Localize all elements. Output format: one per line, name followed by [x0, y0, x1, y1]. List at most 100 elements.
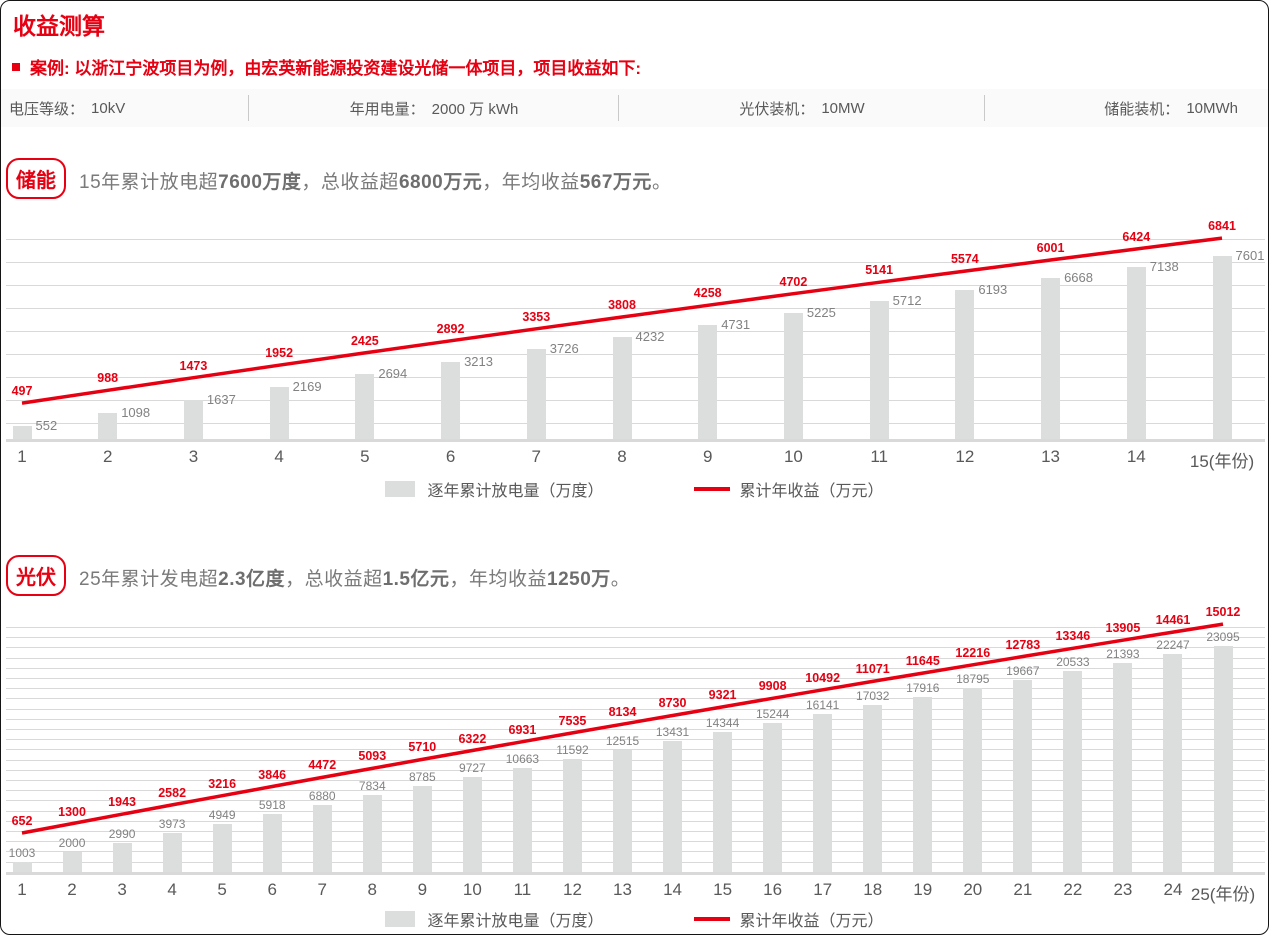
x-axis-label: 22 [1063, 880, 1083, 899]
bar [955, 289, 975, 439]
bar [441, 361, 461, 439]
bullet-square-icon [12, 62, 20, 71]
page-title: 收益测算 [13, 13, 105, 39]
bar [412, 786, 432, 872]
x-axis-label: 12 [562, 880, 582, 899]
bar [612, 337, 632, 439]
gridline [6, 851, 1265, 853]
x-axis-label: 10 [783, 447, 803, 466]
info-value: 10MWh [1186, 99, 1238, 117]
x-axis-label: 2 [102, 447, 113, 466]
x-axis-label: 1 [17, 447, 27, 466]
gridline [6, 239, 1265, 240]
x-axis-label: 7 [317, 880, 327, 899]
line-value-label: 5141 [865, 263, 894, 278]
bar [269, 386, 289, 439]
legend-item-line: 累计年收益（万元） [693, 477, 884, 501]
bar [663, 740, 683, 872]
bar [1041, 278, 1061, 439]
bar-value-label: 2169 [292, 378, 322, 394]
x-axis-label: 18 [863, 880, 883, 899]
summary-segment: ，年均收益 [449, 569, 548, 590]
info-value: 2000 万 kWh [431, 100, 519, 118]
x-axis-baseline [6, 872, 1265, 875]
bar-value-label: 2694 [378, 366, 408, 382]
x-axis-label: 14 [663, 880, 682, 899]
bar-value-label: 5712 [892, 293, 922, 309]
summary-segment: 25年累计发电超 [79, 569, 219, 590]
info-value: 10MW [821, 99, 865, 117]
bar [312, 804, 332, 872]
info-pv-capacity: 光伏装机： 10MW [619, 89, 985, 127]
bar-value-label: 5225 [806, 305, 836, 321]
line-value-label: 1473 [179, 358, 208, 373]
x-axis-label: 3 [117, 880, 127, 899]
legend-item-bars: 逐年累计放电量（万度） [385, 907, 604, 931]
summary-segment: 。 [610, 569, 631, 590]
pv-chart: 1003 1 652 2000 2 1300 2990 3 1943 3973 4 2582 4949 5… [1, 601, 1268, 904]
x-axis-label: 7 [531, 447, 542, 466]
bar [362, 795, 382, 872]
storage-summary-text: 15年累计放电超7600万度，总收益超6800万元，年均收益567万元。 [79, 167, 671, 194]
x-axis-label: 11 [870, 447, 888, 466]
storage-chart: 552 1 497 1098 2 988 1637 3 1473 2169 4 1952 2694 5 24… [1, 213, 1268, 475]
bar [713, 731, 733, 872]
bar [913, 696, 933, 872]
gridline [6, 262, 1265, 263]
bar-value-label: 1003 [8, 846, 36, 861]
bar-value-label: 1637 [206, 391, 236, 407]
gridline [6, 377, 1265, 378]
line-value-label: 5574 [950, 252, 979, 267]
x-axis-label: 13 [613, 880, 632, 899]
bar [863, 705, 883, 872]
x-axis-label: 17 [813, 880, 833, 899]
x-axis-label: 4 [167, 880, 177, 899]
line-value-label: 4702 [779, 274, 808, 289]
x-axis-label: 21 [1013, 880, 1033, 899]
bar [355, 374, 375, 439]
x-axis-label: 25(年份) [1190, 885, 1256, 904]
x-axis-label: 9 [702, 447, 713, 466]
bar [1212, 256, 1232, 439]
storage-badge-label: 储能 [16, 170, 56, 192]
bar-swatch-icon [385, 911, 416, 927]
summary-segment: ，总收益超 [301, 172, 399, 193]
bar-value-label: 552 [35, 417, 58, 433]
line-value-label: 6001 [1036, 240, 1065, 255]
x-axis-label: 5 [217, 880, 227, 899]
line-value-label: 497 [11, 384, 33, 399]
x-axis-label: 6 [267, 880, 277, 899]
bar [12, 425, 32, 439]
bar [963, 688, 983, 872]
bar [613, 749, 632, 872]
info-storage-capacity: 储能装机： 10MWh [985, 89, 1268, 127]
gridline [6, 861, 1265, 863]
bar-legend-label: 逐年累计放电量（万度） [427, 483, 604, 500]
bar [1163, 654, 1183, 872]
info-label: 储能装机： [1104, 100, 1180, 118]
summary-segment: 1.5亿元 [382, 569, 450, 590]
line-value-label: 6424 [1122, 229, 1151, 244]
bar [813, 714, 833, 872]
legend-item-bars: 逐年累计放电量（万度） [385, 477, 604, 501]
x-axis-label: 12 [955, 447, 975, 466]
legend-item-line: 累计年收益（万元） [693, 907, 884, 931]
pv-badge-label: 光伏 [16, 567, 56, 589]
bar [763, 722, 783, 872]
x-axis-label: 8 [367, 880, 378, 899]
case-note-text: 案例: 以浙江宁波项目为例，由宏英新能源投资建设光储一体项目，项目收益如下: [30, 59, 642, 78]
bar [698, 325, 718, 439]
bar-value-label: 3726 [549, 341, 579, 357]
x-axis-label: 13 [1041, 447, 1061, 466]
line-swatch-icon [693, 917, 730, 921]
line-value-label: 988 [97, 371, 119, 386]
line-value-label: 1952 [265, 346, 294, 361]
gridline [6, 423, 1265, 424]
storage-section-badge: 储能 [6, 158, 66, 199]
line-value-label: 15012 [1205, 605, 1241, 620]
bar-value-label: 6193 [978, 281, 1008, 297]
bar-value-label: 1098 [121, 404, 151, 420]
x-axis-label: 1 [17, 880, 27, 899]
bar [1126, 267, 1146, 439]
